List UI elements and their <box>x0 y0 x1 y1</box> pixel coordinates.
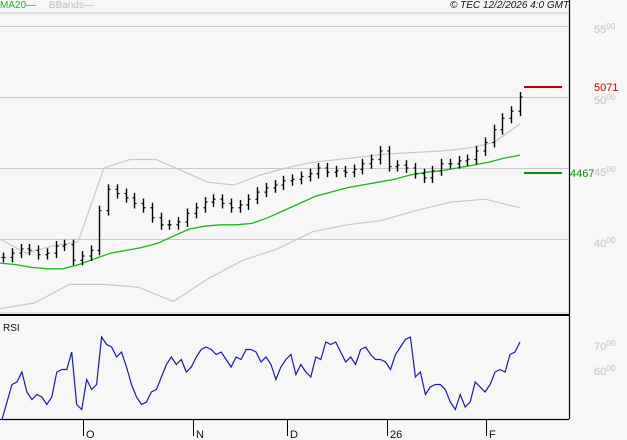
legend-bbands-label: BBands <box>48 0 84 11</box>
ohlc-bar <box>378 145 383 165</box>
ohlc-bar <box>352 164 357 178</box>
ohlc-bar <box>395 160 400 172</box>
month-label: N <box>196 429 204 440</box>
ohlc-bar <box>387 145 392 172</box>
ohlc-bar <box>299 171 304 185</box>
rsi-tick-label: 6000 <box>594 364 616 378</box>
ohlc-bar <box>465 154 470 166</box>
price-tick-label: 5000 <box>594 93 616 107</box>
ohlc-bar <box>255 187 260 205</box>
bband-lower <box>0 198 521 310</box>
ohlc-bar <box>325 163 330 178</box>
ohlc-bar <box>369 154 374 169</box>
ohlc-bar <box>413 163 418 179</box>
legend-bbands: BBands— <box>49 0 94 11</box>
ohlc-bar <box>106 184 111 216</box>
ohlc-bars <box>1 92 523 266</box>
ohlc-bar <box>334 165 339 178</box>
ohlc-bar <box>474 145 479 165</box>
ohlc-bar <box>203 197 208 213</box>
ohlc-bar <box>518 92 523 117</box>
ohlc-bar <box>483 137 488 156</box>
ohlc-bar <box>36 245 41 260</box>
ohlc-bar <box>71 239 76 266</box>
ohlc-bar <box>422 168 427 183</box>
ohlc-bar <box>492 124 497 148</box>
ma20-path <box>0 154 521 270</box>
ohlc-bar <box>141 198 146 213</box>
rsi-line <box>1 335 521 420</box>
ma20-line <box>0 154 521 270</box>
ohlc-bar <box>176 216 181 230</box>
ohlc-bar <box>238 199 243 213</box>
ohlc-bar <box>194 202 199 219</box>
ohlc-bar <box>211 194 216 208</box>
ohlc-bar <box>290 174 295 186</box>
resistance-label: 5071 <box>594 82 618 94</box>
ohlc-bar <box>115 184 120 199</box>
ohlc-bar <box>54 241 59 259</box>
ohlc-bar <box>229 198 234 213</box>
ohlc-bar <box>1 252 6 263</box>
ohlc-bar <box>316 163 321 179</box>
ohlc-bar <box>308 168 313 182</box>
month-label: O <box>86 429 95 440</box>
ohlc-bar <box>150 202 155 223</box>
support-resistance-levels: 5071 4467 <box>524 82 618 180</box>
ohlc-bar <box>264 182 269 198</box>
ohlc-bar <box>404 160 409 173</box>
ohlc-bar <box>281 175 286 191</box>
ohlc-bar <box>159 212 164 230</box>
month-label: 26 <box>390 429 402 440</box>
ohlc-bar <box>62 239 67 252</box>
copyright-timestamp: © TEC 12/2/2026 4:0 GMT <box>450 0 570 11</box>
legend-bbands-swatch: — <box>83 0 94 11</box>
ohlc-bar <box>10 248 15 263</box>
ohlc-bar <box>132 192 137 209</box>
price-tick-label: 4500 <box>594 165 616 179</box>
ohlc-bar <box>97 205 102 256</box>
ohlc-bar <box>167 219 172 230</box>
ohlc-bar <box>80 251 85 266</box>
support-label: 4467 <box>570 168 594 180</box>
price-tick-label: 5500 <box>594 22 616 36</box>
bollinger-bands <box>0 123 521 310</box>
ohlc-bar <box>185 208 190 227</box>
ohlc-bar <box>220 194 225 209</box>
month-label: F <box>489 429 496 440</box>
month-label: D <box>290 429 298 440</box>
ohlc-bar <box>448 158 453 169</box>
price-axis-labels: 5500 5000 4500 4000 <box>594 22 616 250</box>
ohlc-bar <box>500 113 505 135</box>
ohlc-bar <box>509 106 514 124</box>
legend-ma20-swatch: — <box>26 0 37 11</box>
ohlc-bar <box>343 165 348 178</box>
ohlc-bar <box>430 165 435 183</box>
rsi-tick-label: 7000 <box>594 339 616 353</box>
ohlc-bar <box>246 194 251 210</box>
ohlc-bar <box>19 243 24 259</box>
ohlc-bar <box>27 243 32 256</box>
price-grid <box>0 26 569 240</box>
ohlc-bar <box>360 158 365 175</box>
ohlc-bar <box>273 180 278 193</box>
bband-upper <box>0 123 521 254</box>
ohlc-bar <box>457 155 462 169</box>
ohlc-bar <box>124 188 129 203</box>
price-tick-label: 4000 <box>594 236 616 250</box>
chart-legend: MA20— BBands— <box>0 0 94 12</box>
rsi-title: RSI <box>3 323 20 334</box>
ohlc-bar <box>439 158 444 176</box>
rsi-panel: RSI 7000 6000 <box>1 323 616 420</box>
legend-ma20-label: MA20 <box>0 0 27 11</box>
time-axis: O N D 26 F <box>83 420 496 440</box>
legend-ma20: MA20— <box>0 0 36 11</box>
ohlc-bar <box>89 245 94 262</box>
ohlc-bar <box>45 248 50 260</box>
